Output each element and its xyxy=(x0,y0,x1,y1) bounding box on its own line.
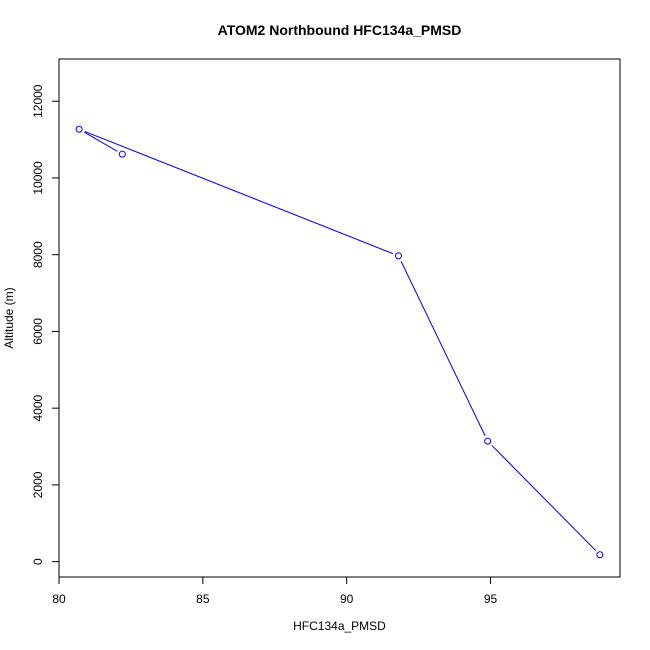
series-line-segment xyxy=(400,261,486,436)
y-axis-label: Altitude (m) xyxy=(2,287,16,348)
data-point xyxy=(75,125,83,133)
data-point xyxy=(118,150,126,158)
x-tick-label: 85 xyxy=(196,592,210,606)
series-line-segment xyxy=(84,130,394,255)
y-axis: 0 2000 4000 6000 8000 10000 12000 xyxy=(31,84,60,565)
y-tick-label: 6000 xyxy=(31,318,45,345)
data-point xyxy=(394,252,402,260)
data-point xyxy=(596,551,604,559)
plot-frame xyxy=(58,58,621,578)
series-line-segment xyxy=(491,445,597,551)
x-tick-label: 80 xyxy=(52,592,66,606)
series-line-segment xyxy=(84,131,118,152)
series-group xyxy=(75,125,604,559)
chart-title: ATOM2 Northbound HFC134a_PMSD xyxy=(218,22,462,38)
y-tick-label: 4000 xyxy=(31,395,45,422)
data-point xyxy=(484,437,492,445)
x-tick-label: 90 xyxy=(340,592,354,606)
y-tick-label: 12000 xyxy=(31,84,45,118)
x-axis: 80 85 90 95 xyxy=(52,576,498,606)
y-tick-label: 2000 xyxy=(31,471,45,498)
y-tick-label: 0 xyxy=(31,558,45,565)
x-axis-label: HFC134a_PMSD xyxy=(293,619,386,633)
x-tick-label: 95 xyxy=(484,592,498,606)
y-tick-label: 10000 xyxy=(31,161,45,195)
y-tick-label: 8000 xyxy=(31,241,45,268)
